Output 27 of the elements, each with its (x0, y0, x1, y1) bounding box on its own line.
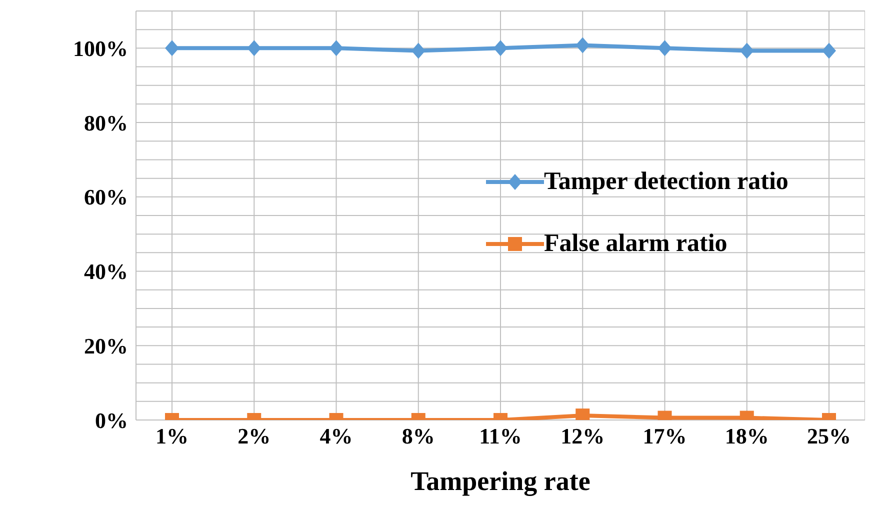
y-tick-label: 40% (84, 259, 128, 284)
x-tick-label: 1% (156, 424, 188, 449)
point (329, 40, 344, 56)
point (576, 37, 590, 54)
point (658, 40, 672, 56)
y-tick-label: 80% (84, 110, 128, 136)
x-tick-label: 4% (320, 424, 353, 449)
x-tick-label: 8% (402, 424, 435, 449)
point (411, 42, 426, 59)
point (822, 42, 836, 59)
x-tick-label: 11% (479, 424, 522, 449)
y-tick-label: 100% (73, 36, 128, 61)
y-tick-label: 0% (95, 408, 128, 433)
legend-label: Tamper detection ratio (544, 168, 788, 196)
point (247, 40, 262, 56)
point (165, 40, 179, 56)
x-axis-title: Tampering rate (410, 466, 590, 496)
point (740, 42, 754, 59)
legend-label: False alarm ratio (544, 230, 728, 258)
x-tick-label: 2% (238, 424, 271, 449)
x-tick-label: 18% (724, 424, 769, 449)
y-tick-label: 60% (84, 184, 128, 210)
x-tick-label: 17% (642, 424, 687, 449)
x-tick-label: 12% (560, 424, 605, 449)
x-tick-label: 25% (807, 424, 851, 449)
y-tick-label: 20% (84, 333, 128, 358)
point (494, 40, 508, 56)
